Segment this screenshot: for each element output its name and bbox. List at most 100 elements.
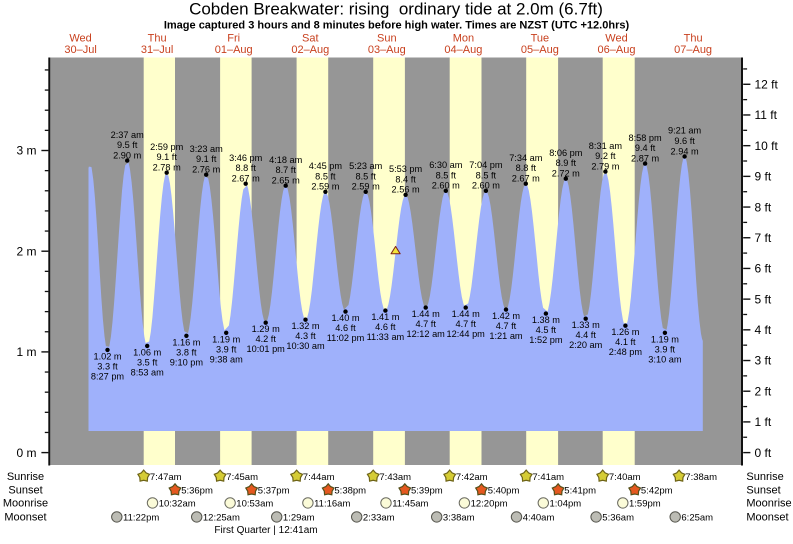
svg-text:6:30 am: 6:30 am	[429, 160, 463, 170]
svg-text:7:47am: 7:47am	[150, 472, 182, 483]
svg-text:1.33 m: 1.33 m	[572, 320, 600, 330]
svg-text:Wed: Wed	[605, 32, 627, 44]
svg-text:11:16am: 11:16am	[314, 499, 350, 510]
svg-text:04–Aug: 04–Aug	[444, 44, 482, 56]
svg-text:3.5 ft: 3.5 ft	[137, 357, 158, 367]
svg-text:4.1 ft: 4.1 ft	[615, 337, 636, 347]
svg-text:10:01 pm: 10:01 pm	[247, 344, 286, 354]
svg-text:6 ft: 6 ft	[755, 262, 772, 276]
svg-text:3.8 ft: 3.8 ft	[176, 347, 197, 357]
svg-text:1.16 m: 1.16 m	[172, 337, 200, 347]
svg-text:8.5 ft: 8.5 ft	[476, 170, 497, 180]
svg-text:7:04 pm: 7:04 pm	[469, 160, 503, 170]
svg-text:First Quarter | 12:41am: First Quarter | 12:41am	[214, 525, 317, 536]
svg-text:2.59 m: 2.59 m	[311, 182, 339, 192]
svg-text:8.4 ft: 8.4 ft	[395, 174, 416, 184]
svg-text:02–Aug: 02–Aug	[291, 44, 329, 56]
svg-text:2.76 m: 2.76 m	[192, 165, 220, 175]
svg-text:8.7 ft: 8.7 ft	[275, 165, 296, 175]
svg-text:9:21 am: 9:21 am	[668, 126, 702, 136]
svg-text:8.5 ft: 8.5 ft	[436, 170, 457, 180]
svg-text:10 ft: 10 ft	[755, 139, 779, 153]
svg-text:7:40am: 7:40am	[609, 472, 641, 483]
svg-text:2.65 m: 2.65 m	[272, 176, 300, 186]
svg-text:5:36pm: 5:36pm	[181, 486, 213, 497]
svg-text:3:38am: 3:38am	[443, 513, 475, 524]
svg-text:9:38 am: 9:38 am	[210, 354, 244, 364]
svg-text:0 ft: 0 ft	[755, 446, 772, 460]
svg-text:2.67 m: 2.67 m	[512, 174, 540, 184]
svg-text:8.8 ft: 8.8 ft	[235, 163, 256, 173]
svg-text:8:06 pm: 8:06 pm	[549, 148, 583, 158]
svg-text:1:21 am: 1:21 am	[489, 331, 523, 341]
svg-text:3.9 ft: 3.9 ft	[655, 344, 676, 354]
svg-text:9 ft: 9 ft	[755, 170, 772, 184]
svg-text:10:53am: 10:53am	[236, 499, 273, 510]
svg-text:Mon: Mon	[453, 32, 474, 44]
svg-text:8.8 ft: 8.8 ft	[516, 163, 537, 173]
svg-text:2 ft: 2 ft	[755, 384, 772, 398]
svg-text:0 m: 0 m	[16, 446, 36, 460]
svg-text:2.60 m: 2.60 m	[432, 181, 460, 191]
svg-text:06–Aug: 06–Aug	[598, 44, 636, 56]
svg-text:Fri: Fri	[227, 32, 240, 44]
svg-text:4.4 ft: 4.4 ft	[575, 330, 596, 340]
svg-text:5:36am: 5:36am	[602, 513, 634, 524]
svg-text:9.1 ft: 9.1 ft	[156, 152, 177, 162]
svg-text:7:38am: 7:38am	[685, 472, 717, 483]
svg-text:5:23 am: 5:23 am	[349, 161, 383, 171]
svg-text:4 ft: 4 ft	[755, 323, 772, 337]
svg-text:2 m: 2 m	[16, 244, 36, 258]
svg-text:1.32 m: 1.32 m	[291, 321, 319, 331]
svg-text:7:34 am: 7:34 am	[509, 153, 543, 163]
svg-text:1.42 m: 1.42 m	[492, 311, 520, 321]
svg-text:1.29 m: 1.29 m	[252, 324, 280, 334]
svg-text:6:25am: 6:25am	[681, 513, 713, 524]
svg-text:9:10 pm: 9:10 pm	[170, 357, 204, 367]
svg-text:Tue: Tue	[531, 32, 550, 44]
svg-text:2.56 m: 2.56 m	[392, 185, 420, 195]
svg-text:31–Jul: 31–Jul	[141, 44, 173, 56]
svg-text:11:45am: 11:45am	[392, 499, 428, 510]
svg-text:1.38 m: 1.38 m	[532, 315, 560, 325]
svg-text:2:59 pm: 2:59 pm	[150, 142, 184, 152]
svg-text:9.2 ft: 9.2 ft	[595, 151, 616, 161]
svg-text:8:27 pm: 8:27 pm	[91, 371, 125, 381]
svg-text:7:43am: 7:43am	[379, 472, 411, 483]
svg-text:3:10 am: 3:10 am	[648, 354, 682, 364]
svg-text:3.9 ft: 3.9 ft	[216, 344, 237, 354]
svg-text:8.5 ft: 8.5 ft	[355, 171, 376, 181]
svg-text:5:37pm: 5:37pm	[258, 486, 290, 497]
svg-text:2.60 m: 2.60 m	[472, 181, 500, 191]
svg-text:8 ft: 8 ft	[755, 200, 772, 214]
svg-text:Sun: Sun	[377, 32, 397, 44]
svg-text:Moonset: Moonset	[4, 512, 46, 524]
svg-text:2:48 pm: 2:48 pm	[609, 347, 643, 357]
svg-text:4:45 pm: 4:45 pm	[309, 161, 343, 171]
svg-text:11:33 am: 11:33 am	[367, 332, 405, 342]
svg-text:12:44 pm: 12:44 pm	[447, 329, 486, 339]
svg-text:Sunset: Sunset	[746, 485, 780, 497]
svg-text:12:25am: 12:25am	[203, 513, 240, 524]
svg-text:12:12 am: 12:12 am	[407, 329, 446, 339]
svg-text:1 ft: 1 ft	[755, 415, 772, 429]
svg-text:7:42am: 7:42am	[456, 472, 488, 483]
svg-text:12 ft: 12 ft	[755, 78, 779, 92]
svg-text:4:40am: 4:40am	[523, 513, 555, 524]
svg-text:5:40pm: 5:40pm	[488, 486, 520, 497]
svg-text:8.5 ft: 8.5 ft	[315, 171, 336, 181]
svg-text:1.44 m: 1.44 m	[412, 309, 440, 319]
svg-text:1.26 m: 1.26 m	[611, 327, 639, 337]
svg-text:8:53 am: 8:53 am	[131, 367, 165, 377]
svg-text:11 ft: 11 ft	[755, 108, 778, 122]
svg-text:2.72 m: 2.72 m	[552, 169, 580, 179]
svg-text:7:45am: 7:45am	[226, 472, 258, 483]
svg-text:4.6 ft: 4.6 ft	[375, 322, 396, 332]
svg-text:2:33am: 2:33am	[363, 513, 395, 524]
svg-text:Moonset: Moonset	[746, 512, 788, 524]
svg-text:05–Aug: 05–Aug	[521, 44, 559, 56]
svg-text:5 ft: 5 ft	[755, 292, 772, 306]
svg-text:5:38pm: 5:38pm	[334, 486, 366, 497]
svg-text:Thu: Thu	[148, 32, 167, 44]
svg-text:7 ft: 7 ft	[755, 231, 772, 245]
